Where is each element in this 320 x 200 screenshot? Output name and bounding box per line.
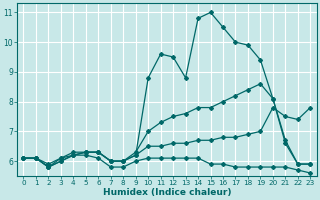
X-axis label: Humidex (Indice chaleur): Humidex (Indice chaleur) [103,188,231,197]
